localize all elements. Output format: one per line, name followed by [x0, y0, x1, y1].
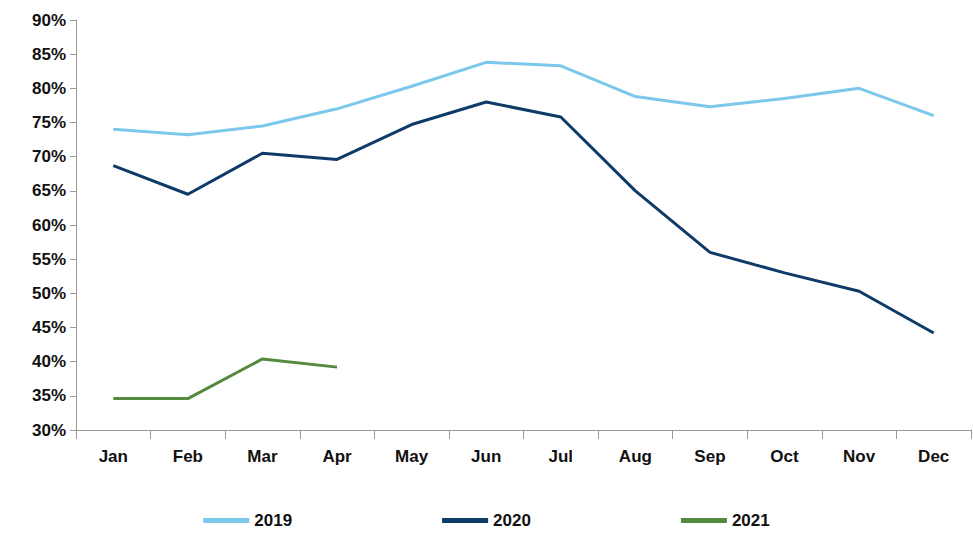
svg-text:60%: 60%	[32, 216, 66, 235]
svg-text:2020: 2020	[493, 511, 531, 530]
svg-text:Nov: Nov	[843, 447, 876, 466]
svg-text:May: May	[395, 447, 429, 466]
svg-text:30%: 30%	[32, 421, 66, 440]
svg-text:Mar: Mar	[247, 447, 278, 466]
svg-text:Jul: Jul	[549, 447, 574, 466]
svg-text:65%: 65%	[32, 181, 66, 200]
svg-text:Feb: Feb	[173, 447, 203, 466]
svg-text:Apr: Apr	[322, 447, 352, 466]
svg-text:85%: 85%	[32, 45, 66, 64]
svg-text:Aug: Aug	[619, 447, 652, 466]
svg-text:75%: 75%	[32, 113, 66, 132]
svg-text:Jun: Jun	[471, 447, 501, 466]
svg-text:90%: 90%	[32, 11, 66, 30]
svg-text:2019: 2019	[254, 511, 292, 530]
svg-text:Jan: Jan	[99, 447, 128, 466]
svg-text:50%: 50%	[32, 284, 66, 303]
svg-text:2021: 2021	[732, 511, 770, 530]
svg-text:45%: 45%	[32, 318, 66, 337]
svg-text:Sep: Sep	[694, 447, 725, 466]
svg-text:35%: 35%	[32, 386, 66, 405]
svg-text:Oct: Oct	[770, 447, 799, 466]
svg-text:70%: 70%	[32, 147, 66, 166]
svg-text:55%: 55%	[32, 250, 66, 269]
svg-text:40%: 40%	[32, 352, 66, 371]
svg-text:Dec: Dec	[918, 447, 949, 466]
svg-text:80%: 80%	[32, 79, 66, 98]
